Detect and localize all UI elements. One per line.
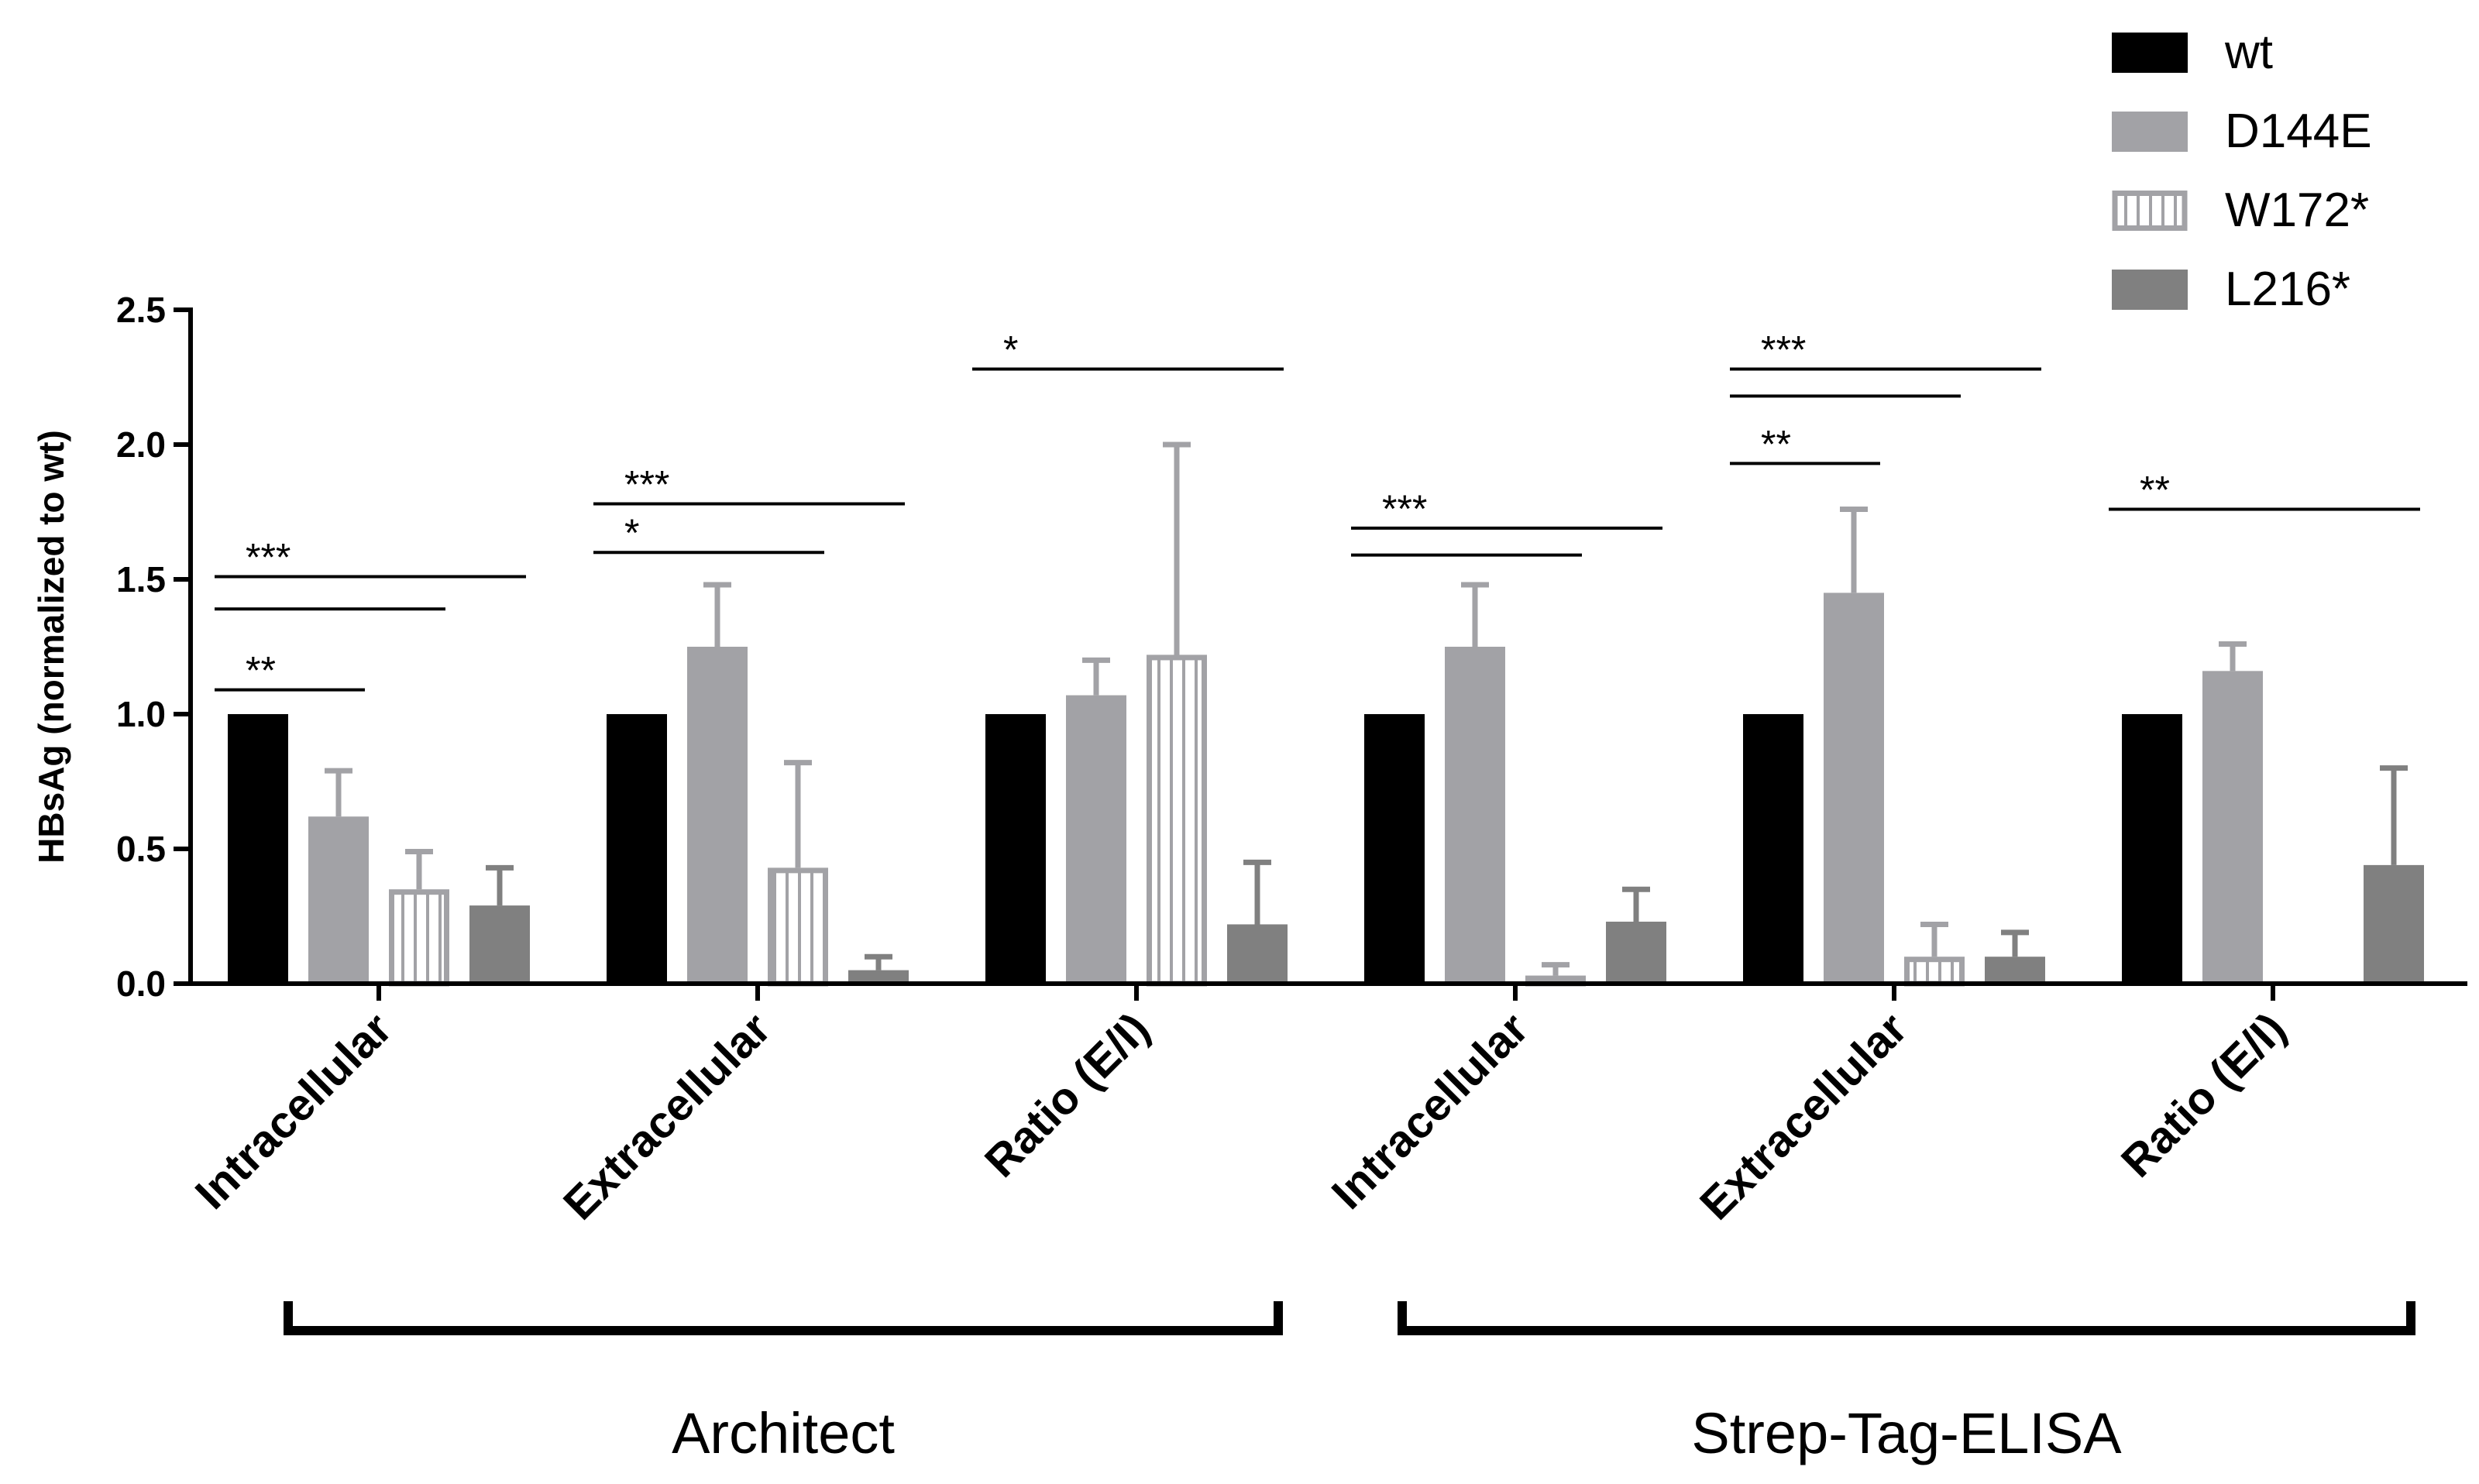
y-tick-label-3: 1.5: [116, 559, 166, 599]
error-bar-d144e-1: [703, 582, 731, 647]
significance-label-11: **: [2140, 469, 2170, 512]
error-bar-d144e-3: [1461, 582, 1489, 647]
axes-layer: [174, 307, 2467, 1335]
error-bar-l216-0: [486, 864, 514, 906]
group-bracket-architect: [284, 1301, 1283, 1335]
significance-label-2: ***: [246, 536, 291, 579]
y-tick-label-0: 0.0: [116, 964, 166, 1004]
bar-l216-3: [1606, 921, 1666, 984]
significance-layer: ********************: [215, 328, 2420, 692]
bar-wt-4: [1743, 714, 1803, 984]
significance-label-7: ***: [1382, 487, 1427, 531]
error-bars-layer: [325, 441, 2408, 976]
error-bar-d144e-4: [1840, 507, 1868, 593]
legend: wt D144E W172* L216*: [2112, 26, 2372, 316]
group-bracket-strep-tag-elisa: [1398, 1301, 2415, 1335]
error-bar-l216-1: [865, 953, 892, 970]
bar-l216-0: [469, 905, 530, 984]
error-bar-w172-3: [1542, 962, 1570, 976]
legend-label-l216: L216*: [2225, 263, 2350, 316]
bar-wt-1: [607, 714, 667, 984]
error-bar-l216-3: [1622, 886, 1650, 922]
bar-d144e-5: [2202, 671, 2263, 984]
bar-w172-4: [1904, 957, 1965, 987]
y-tick-label-5: 2.5: [116, 290, 166, 330]
bar-wt-3: [1364, 714, 1425, 984]
bars-layer: [228, 593, 2424, 987]
legend-label-wt: wt: [2224, 26, 2273, 79]
bar-wt-5: [2122, 714, 2182, 984]
error-bar-w172-4: [1920, 921, 1948, 957]
significance-label-3: *: [624, 511, 639, 555]
bar-l216-1: [848, 970, 909, 984]
bar-d144e-0: [308, 816, 369, 984]
legend-swatch-d144e: [2112, 112, 2188, 152]
x-category-label-2: Ratio (E/I): [975, 1003, 1159, 1187]
error-bar-w172-0: [405, 848, 433, 890]
bar-w172-0: [389, 889, 449, 987]
significance-label-10: ***: [1761, 328, 1806, 372]
y-axis-label: HBsAg (normalized to wt): [31, 430, 71, 864]
bar-w172-2: [1147, 654, 1207, 987]
group-label-strep-tag-elisa: Strep-Tag-ELISA: [1691, 1401, 2122, 1465]
y-tick-label-4: 2.0: [116, 424, 166, 465]
bar-wt-0: [228, 714, 288, 984]
significance-label-5: *: [1003, 328, 1018, 372]
bar-l216-2: [1227, 924, 1288, 984]
bar-d144e-3: [1445, 647, 1505, 984]
y-tick-label-2: 1.0: [116, 694, 166, 734]
group-label-architect: Architect: [672, 1401, 895, 1465]
x-category-label-3: Intracellular: [1322, 1003, 1538, 1218]
bar-l216-4: [1985, 957, 2045, 984]
bar-l216-5: [2364, 864, 2424, 984]
legend-label-d144e: D144E: [2225, 105, 2372, 158]
error-bar-w172-2: [1163, 441, 1191, 655]
legend-swatch-w172: [2112, 191, 2188, 231]
error-bar-l216-2: [1243, 859, 1271, 925]
x-category-label-1: Extracellular: [554, 1003, 780, 1229]
error-bar-w172-1: [784, 760, 812, 868]
significance-label-8: **: [1761, 422, 1791, 465]
error-bar-l216-4: [2001, 929, 2029, 957]
bar-d144e-1: [687, 647, 748, 984]
significance-label-4: ***: [624, 463, 669, 507]
error-bar-l216-5: [2380, 765, 2408, 865]
error-bar-d144e-5: [2219, 641, 2247, 672]
bar-wt-2: [985, 714, 1046, 984]
x-category-label-0: Intracellular: [186, 1003, 401, 1218]
significance-label-0: **: [246, 649, 276, 692]
x-category-label-5: Ratio (E/I): [2112, 1003, 2295, 1187]
x-category-label-4: Extracellular: [1690, 1003, 1917, 1229]
legend-swatch-l216: [2112, 270, 2188, 310]
error-bar-d144e-0: [325, 768, 352, 817]
legend-label-w172: W172*: [2225, 184, 2369, 237]
y-tick-label-1: 0.5: [116, 829, 166, 869]
legend-swatch-wt: [2112, 33, 2188, 73]
error-bar-d144e-2: [1082, 657, 1110, 696]
bar-w172-1: [768, 867, 828, 987]
bar-d144e-4: [1824, 593, 1884, 984]
bar-d144e-2: [1066, 695, 1126, 984]
